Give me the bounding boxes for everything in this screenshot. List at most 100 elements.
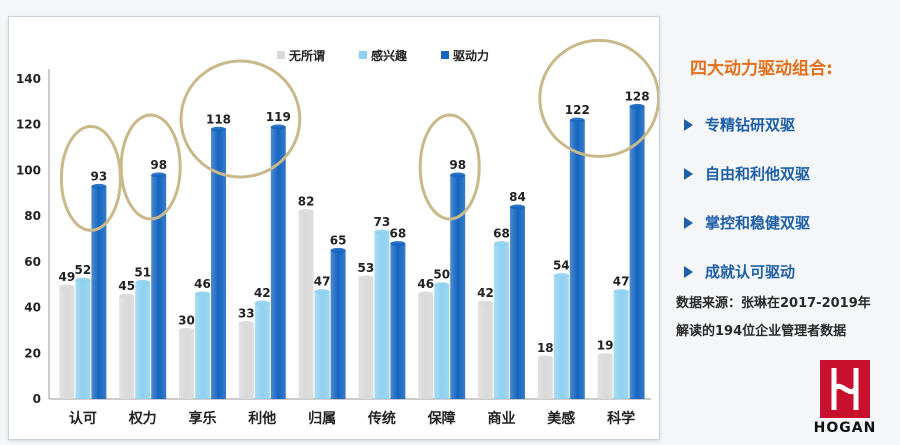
source-line-2: 解读的194位企业管理者数据: [676, 324, 847, 339]
bar-驱动力: [510, 207, 525, 399]
bar-驱动力: [91, 186, 107, 399]
hogan-logo: HOGAN: [810, 360, 880, 440]
bar-cap: [135, 279, 151, 285]
bar-感兴趣: [195, 293, 210, 399]
arrow-right-icon: [684, 216, 693, 229]
bar-value-label: 98: [150, 158, 167, 172]
bar-cap: [390, 241, 406, 247]
bar-cap: [613, 289, 629, 295]
bar-value-label: 118: [206, 112, 231, 126]
x-tick-label: 认可: [69, 410, 97, 427]
bar-value-label: 128: [625, 89, 650, 103]
driver-combo-item: 专精钻研双驱: [684, 100, 810, 149]
bar-cap: [211, 126, 226, 132]
bar-感兴趣: [374, 232, 390, 399]
driver-combo-label: 成就认可驱动: [705, 263, 796, 281]
y-tick-label: 0: [33, 392, 41, 406]
bar-cap: [195, 291, 210, 297]
x-tick-label: 商业: [488, 410, 516, 427]
driver-combo-item: 掌控和稳健双驱: [684, 198, 810, 247]
bar-cap: [374, 229, 390, 235]
bar-cap: [418, 291, 434, 297]
hogan-logo-mark: [820, 360, 870, 418]
legend-label: 感兴趣: [371, 48, 408, 63]
hogan-logo-text: HOGAN: [813, 420, 877, 436]
legend-label: 驱动力: [453, 48, 489, 63]
bar-value-label: 33: [238, 307, 255, 321]
bar-cap: [330, 247, 346, 253]
x-tick-label: 利他: [248, 410, 276, 427]
driver-combo-item: 成就认可驱动: [684, 247, 810, 296]
bar-value-label: 122: [565, 103, 590, 117]
driver-combo-label: 掌控和稳健双驱: [705, 214, 811, 232]
bar-驱动力: [151, 175, 167, 399]
bar-感兴趣: [613, 291, 629, 399]
highlight-circle: [119, 113, 182, 221]
bar-驱动力: [270, 127, 286, 399]
bar-cap: [569, 117, 585, 123]
y-tick-label: 40: [24, 301, 41, 315]
bar-cap: [510, 204, 525, 210]
bar-感兴趣: [494, 243, 509, 399]
bar-value-label: 45: [118, 279, 135, 293]
bar-value-label: 47: [314, 275, 331, 289]
chart-frame: 0 20 40 60 80 100 120 140 49 52 93 认可 45 51 98 权力 30 46 11…: [8, 16, 660, 440]
driver-combo-label: 专精钻研双驱: [705, 116, 796, 134]
arrow-right-icon: [684, 167, 693, 180]
bar-value-label: 42: [477, 286, 494, 300]
bar-无所谓: [298, 211, 314, 399]
bar-感兴趣: [135, 282, 151, 399]
bar-value-label: 49: [59, 270, 76, 284]
bar-cap: [629, 103, 645, 109]
bar-value-label: 52: [75, 263, 92, 277]
bar-value-label: 51: [134, 265, 151, 279]
y-tick-label: 60: [24, 255, 41, 269]
bar-value-label: 84: [509, 190, 526, 204]
bar-cap: [59, 284, 75, 290]
bar-value-label: 65: [330, 233, 347, 247]
bar-cap: [314, 289, 330, 295]
bar-无所谓: [238, 323, 254, 399]
bar-感兴趣: [314, 291, 330, 399]
data-source-note: 数据来源：张琳在2017-2019年 解读的194位企业管理者数据: [676, 290, 896, 346]
arrow-right-icon: [684, 265, 693, 278]
bar-value-label: 18: [537, 341, 554, 355]
bar-value-label: 82: [298, 195, 315, 209]
bar-感兴趣: [254, 303, 270, 399]
driver-combo-item: 自由和利他双驱: [684, 149, 810, 198]
bar-cap: [450, 172, 466, 178]
bar-cap: [254, 300, 270, 306]
bar-无所谓: [179, 330, 194, 399]
bar-cap: [75, 277, 91, 283]
bar-感兴趣: [434, 284, 450, 399]
bar-cap: [151, 172, 167, 178]
bar-cap: [298, 209, 314, 215]
bar-cap: [597, 353, 613, 359]
legend-label: 无所谓: [288, 48, 325, 63]
y-tick-label: 100: [16, 163, 41, 177]
bar-value-label: 53: [358, 261, 375, 275]
x-tick-label: 科学: [607, 410, 635, 427]
y-tick-label: 80: [24, 209, 41, 223]
legend-swatch: [277, 51, 285, 59]
highlight-circle: [418, 113, 481, 221]
bar-驱动力: [390, 243, 406, 399]
x-tick-label: 保障: [427, 410, 456, 427]
y-tick-label: 140: [16, 72, 41, 86]
bar-无所谓: [478, 303, 493, 399]
bar-驱动力: [211, 129, 226, 399]
bar-cap: [434, 282, 450, 288]
highlight-circle: [179, 59, 302, 179]
source-line-1: 数据来源：张琳在2017-2019年: [676, 296, 871, 311]
bar-驱动力: [569, 120, 585, 400]
bar-无所谓: [418, 293, 434, 399]
driver-combo-list: 专精钻研双驱 自由和利他双驱 掌控和稳健双驱 成就认可驱动: [684, 100, 810, 296]
hogan-h-icon: [831, 368, 859, 410]
y-tick-label: 120: [16, 118, 41, 132]
bar-value-label: 42: [254, 286, 271, 300]
x-tick-label: 享乐: [189, 410, 217, 427]
bar-cap: [478, 300, 493, 306]
bar-cap: [358, 275, 374, 281]
bar-cap: [494, 241, 509, 247]
